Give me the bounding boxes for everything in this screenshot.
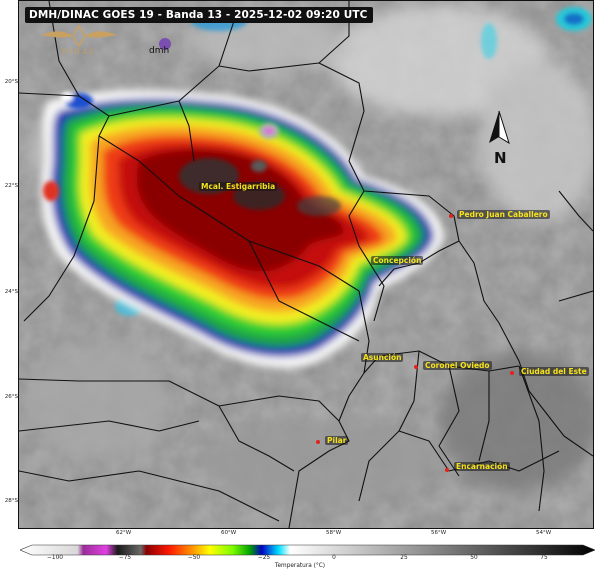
city-label-encarnacion: Encarnación [454, 462, 510, 471]
colorbar-tick: 50 [470, 555, 478, 561]
image-title: DMH/DINAC GOES 19 - Banda 13 - 2025-12-0… [25, 7, 374, 23]
lon-label-60w: 60°W [221, 530, 237, 536]
temperature-colorbar [19, 541, 596, 556]
dmh-logo-text: dmh [149, 46, 170, 56]
city-marker-encarnacion [445, 468, 449, 472]
city-label-ciudad-del-este: Ciudad del Este [519, 367, 589, 376]
colorbar-tick: 0 [332, 555, 336, 561]
dmh-emblem-icon [159, 38, 171, 50]
lon-label-56w: 56°W [431, 530, 447, 536]
dinac-logo-text: DINAC [61, 48, 97, 56]
colorbar-tick: −50 [187, 555, 201, 561]
city-marker-ciudad-del-este [510, 371, 514, 375]
north-label: N [494, 149, 507, 167]
colorbar-gradient [19, 544, 596, 556]
lat-label-22s: 22°S [4, 183, 18, 189]
lat-label-28s: 28°S [4, 498, 18, 504]
colorbar-tick: −100 [47, 555, 63, 561]
north-arrow-icon [489, 110, 510, 145]
city-label-concepcion: Concepción [371, 256, 424, 265]
colorbar-tick: 25 [400, 555, 408, 561]
city-label-pilar: Pilar [325, 436, 349, 445]
colorbar-tick: 75 [540, 555, 548, 561]
city-marker-coronel-oviedo [414, 365, 418, 369]
city-label-pedro-juan-caballero: Pedro Juan Caballero [457, 210, 550, 219]
colorbar-tick: −25 [257, 555, 271, 561]
satellite-map: N DMH/DINAC GOES 19 - Banda 13 - 2025-12… [18, 0, 594, 529]
colorbar-tick: −75 [118, 555, 132, 561]
dinac-emblem-icon [41, 24, 117, 48]
dinac-logo: DINAC [39, 23, 119, 57]
dmh-logo: dmh [149, 37, 189, 59]
lat-label-26s: 26°S [4, 394, 18, 400]
city-label-asuncion: Asunción [361, 353, 404, 362]
lon-label-58w: 58°W [326, 530, 342, 536]
city-marker-pedro-juan-caballero [449, 214, 453, 218]
city-label-mcal-estigarribia: Mcal. Estigarribia [199, 182, 278, 191]
lon-label-62w: 62°W [116, 530, 132, 536]
lat-label-24s: 24°S [4, 289, 18, 295]
colorbar-label: Temperatura (°C) [274, 563, 326, 569]
city-label-coronel-oviedo: Coronel Oviedo [423, 361, 492, 370]
infrared-imagery: N [19, 1, 593, 528]
city-marker-pilar [316, 440, 320, 444]
lon-label-54w: 54°W [536, 530, 552, 536]
lat-label-20s: 20°S [4, 79, 18, 85]
